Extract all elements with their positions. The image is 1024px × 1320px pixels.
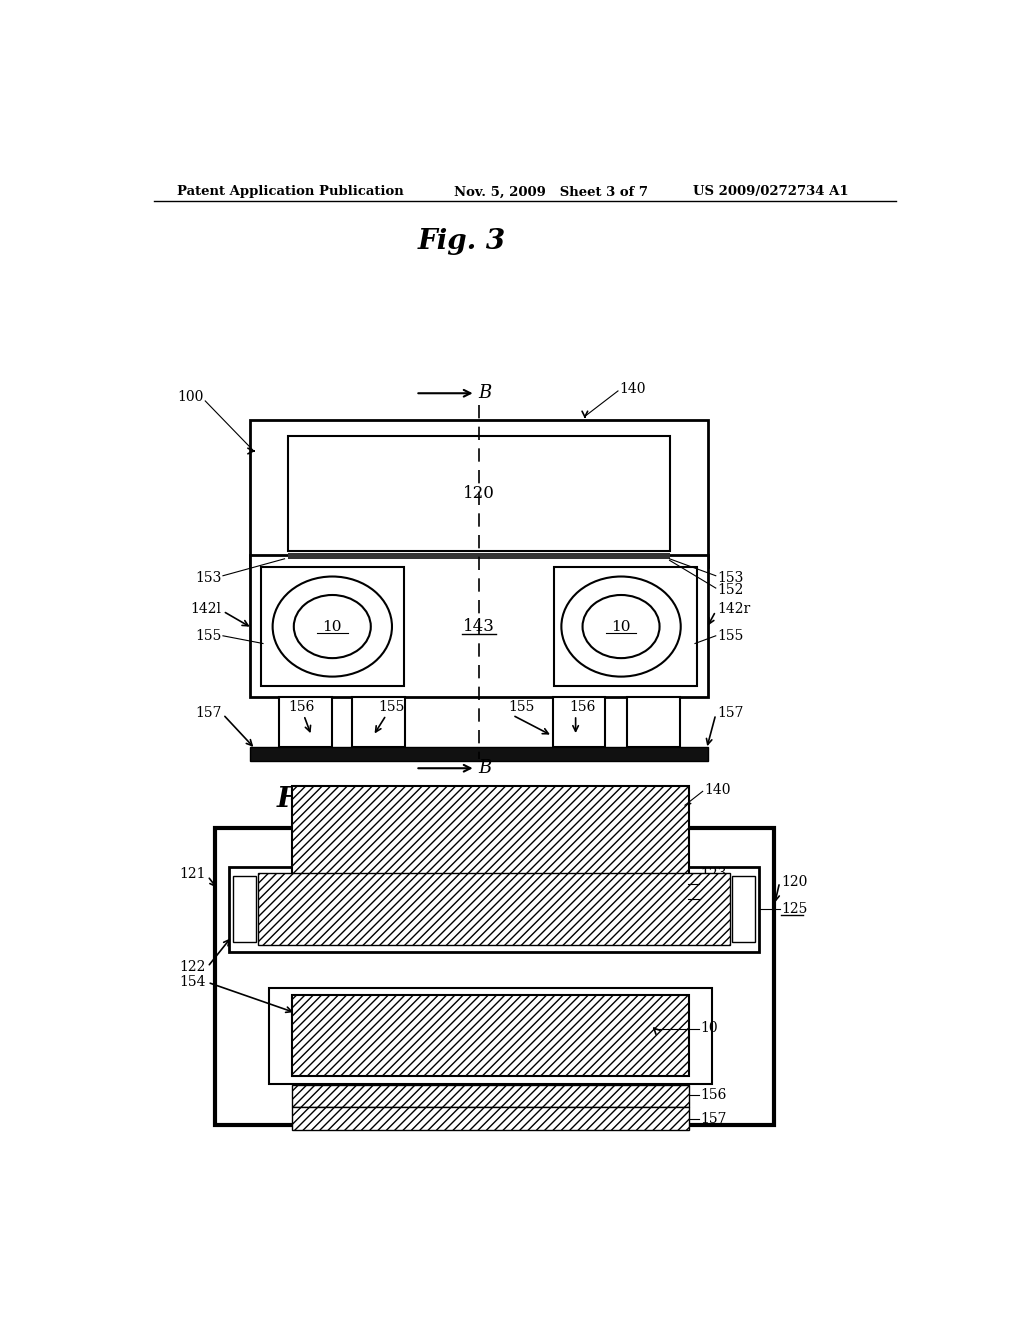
Text: 154: 154	[179, 975, 206, 989]
Text: 153: 153	[717, 572, 743, 585]
Bar	[250, 747, 708, 760]
Text: B: B	[478, 384, 492, 403]
Bar	[292, 875, 689, 891]
Bar	[280, 697, 332, 747]
Bar	[250, 554, 708, 697]
Ellipse shape	[561, 577, 681, 677]
Bar	[732, 876, 755, 942]
Text: 120: 120	[781, 875, 808, 890]
Bar	[628, 697, 680, 747]
Text: 155: 155	[717, 628, 743, 643]
Bar	[292, 1107, 689, 1130]
Bar	[292, 891, 689, 907]
Bar	[250, 420, 708, 566]
Text: 156: 156	[569, 701, 596, 714]
Bar	[553, 697, 605, 747]
Text: 125: 125	[781, 902, 808, 916]
Text: 157: 157	[195, 706, 221, 719]
Bar	[233, 876, 256, 942]
Text: 10: 10	[700, 1022, 718, 1035]
Bar	[554, 566, 696, 686]
Text: 156: 156	[289, 701, 314, 714]
Text: 155: 155	[379, 701, 404, 714]
Bar	[352, 697, 404, 747]
Text: B: B	[478, 759, 492, 777]
Bar	[289, 436, 670, 552]
Text: 141: 141	[463, 480, 495, 498]
Bar	[229, 867, 759, 952]
Text: 100: 100	[177, 391, 204, 404]
Text: Patent Application Publication: Patent Application Publication	[177, 185, 403, 198]
Bar	[258, 873, 730, 945]
Text: Nov. 5, 2009   Sheet 3 of 7: Nov. 5, 2009 Sheet 3 of 7	[454, 185, 648, 198]
Text: 10: 10	[611, 619, 631, 634]
Bar	[289, 553, 670, 558]
Text: 158: 158	[700, 892, 727, 906]
Text: Fig. 4: Fig. 4	[276, 785, 365, 813]
Bar	[292, 995, 689, 1076]
Text: 140: 140	[705, 783, 731, 797]
Ellipse shape	[583, 595, 659, 659]
Text: 152: 152	[717, 582, 743, 597]
Text: 123: 123	[700, 867, 727, 882]
Text: 157: 157	[717, 706, 743, 719]
Text: 155: 155	[195, 628, 221, 643]
Text: 142r: 142r	[717, 602, 751, 616]
Text: 142l: 142l	[190, 602, 221, 616]
Bar	[261, 566, 403, 686]
Text: US 2009/0272734 A1: US 2009/0272734 A1	[692, 185, 848, 198]
Text: 153: 153	[700, 875, 727, 890]
Text: 10: 10	[323, 619, 342, 634]
Text: 143: 143	[463, 618, 495, 635]
Text: 121: 121	[179, 867, 206, 882]
Text: 120: 120	[463, 484, 495, 502]
Text: 153: 153	[195, 572, 221, 585]
Ellipse shape	[294, 595, 371, 659]
Text: 156: 156	[700, 1089, 727, 1102]
Bar	[269, 987, 712, 1084]
Text: Fig. 3: Fig. 3	[418, 227, 506, 255]
Text: 140: 140	[620, 383, 646, 396]
Text: 122: 122	[179, 960, 206, 974]
Text: 157: 157	[700, 1111, 727, 1126]
Bar	[292, 785, 689, 875]
Ellipse shape	[272, 577, 392, 677]
Bar	[292, 1085, 689, 1107]
Text: 155: 155	[508, 701, 535, 714]
Bar	[215, 829, 773, 1125]
